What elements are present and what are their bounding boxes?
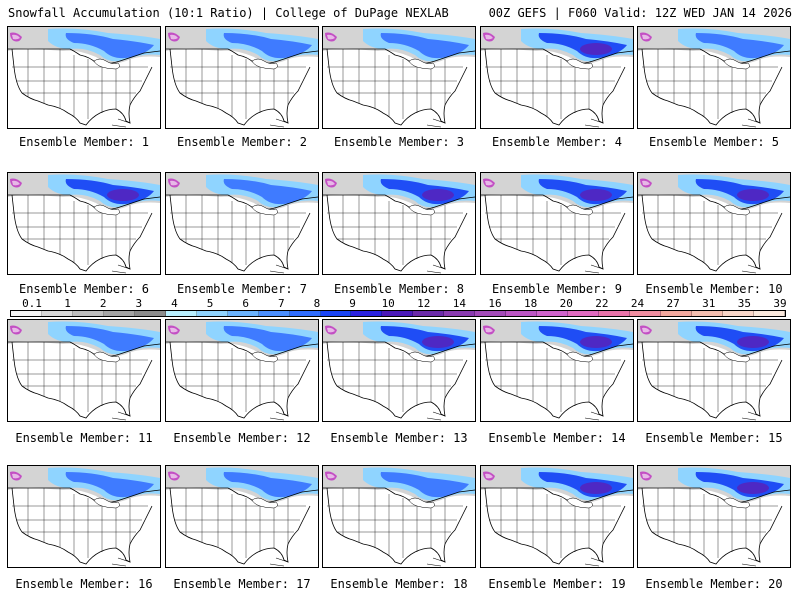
colorbar-swatch — [753, 311, 785, 316]
member-map-panel — [637, 465, 791, 568]
colorbar-swatch — [196, 311, 228, 316]
member-map-panel — [165, 319, 319, 422]
member-caption: Ensemble Member: 12 — [173, 431, 311, 445]
colorbar-swatch — [691, 311, 723, 316]
colorbar-tick-label: 2 — [99, 297, 107, 310]
colorbar-swatch — [72, 311, 104, 316]
member-caption: Ensemble Member: 15 — [645, 431, 783, 445]
colorbar-swatch — [382, 311, 414, 316]
member-caption: Ensemble Member: 4 — [491, 135, 623, 149]
member-map-panel — [480, 319, 634, 422]
colorbar-tick-label: 24 — [630, 297, 645, 310]
colorbar-tick-label: 22 — [595, 297, 609, 310]
colorbar-swatch — [103, 311, 135, 316]
colorbar-swatch — [413, 311, 445, 316]
colorbar-swatch — [568, 311, 600, 316]
colorbar-swatch — [537, 311, 569, 316]
member-map-panel — [322, 26, 476, 129]
colorbar-swatch — [630, 311, 662, 316]
colorbar-swatch — [506, 311, 538, 316]
member-caption: Ensemble Member: 11 — [15, 431, 153, 445]
member-caption: Ensemble Member: 16 — [15, 577, 153, 591]
member-map-panel — [322, 319, 476, 422]
member-caption: Ensemble Member: 8 — [333, 282, 465, 296]
colorbar-swatch — [661, 311, 692, 316]
member-map-panel — [637, 26, 791, 129]
colorbar-swatch — [11, 311, 42, 316]
colorbar-labels: 0.1 1 2 3 4 5 6 7 8 9 10 12 14 16 18 20 22 24 27 31 35 39 — [10, 297, 787, 310]
member-map-panel — [7, 26, 161, 129]
colorbar-tick-label: 39 — [773, 297, 787, 310]
colorbar-tick-label: 14 — [452, 297, 467, 310]
colorbar-tick-label: 16 — [488, 297, 502, 310]
member-map-panel — [480, 172, 634, 275]
member-map-panel — [165, 172, 319, 275]
run-info: 00Z GEFS | F060 Valid: 12Z WED JAN 14 20… — [488, 6, 792, 20]
colorbar-swatch — [258, 311, 290, 316]
colorbar-tick-label: 3 — [135, 297, 143, 310]
colorbar-tick-label: 7 — [278, 297, 285, 310]
member-caption: Ensemble Member: 3 — [333, 135, 465, 149]
member-caption: Ensemble Member: 17 — [173, 577, 311, 591]
member-caption: Ensemble Member: 2 — [176, 135, 308, 149]
member-map-panel — [165, 465, 319, 568]
member-map-panel — [7, 172, 161, 275]
colorbar-tick-label: 5 — [206, 297, 214, 310]
colorbar-swatch — [289, 311, 321, 316]
chart-title: Snowfall Accumulation (10:1 Ratio) | Col… — [8, 6, 449, 20]
member-map-panel — [480, 465, 634, 568]
colorbar-swatch — [722, 311, 754, 316]
colorbar-tick-label: 12 — [417, 297, 431, 310]
member-caption: Ensemble Member: 6 — [18, 282, 150, 296]
member-caption: Ensemble Member: 14 — [488, 431, 626, 445]
member-map-panel — [7, 319, 161, 422]
member-map-panel — [165, 26, 319, 129]
colorbar-swatch — [41, 311, 73, 316]
member-map-panel — [637, 172, 791, 275]
colorbar — [10, 310, 786, 317]
colorbar-tick-label: 9 — [349, 297, 356, 310]
member-map-panel — [480, 26, 634, 129]
colorbar-tick-label: 4 — [171, 297, 178, 310]
colorbar-tick-label: 0.1 — [22, 297, 42, 310]
colorbar-swatch — [134, 311, 166, 316]
colorbar-tick-label: 31 — [702, 297, 716, 310]
colorbar-swatch — [320, 311, 352, 316]
colorbar-tick-label: 20 — [559, 297, 573, 310]
colorbar-swatch — [599, 311, 631, 316]
member-caption: Ensemble Member: 5 — [648, 135, 780, 149]
colorbar-swatch — [351, 311, 383, 316]
colorbar-tick-label: 10 — [381, 297, 395, 310]
colorbar-tick-label: 27 — [666, 297, 680, 310]
member-map-panel — [7, 465, 161, 568]
member-caption: Ensemble Member: 9 — [491, 282, 623, 296]
colorbar-tick-label: 6 — [242, 297, 250, 310]
colorbar-swatch — [227, 311, 259, 316]
colorbar-tick-label: 18 — [524, 297, 538, 310]
member-caption: Ensemble Member: 13 — [330, 431, 468, 445]
member-caption: Ensemble Member: 7 — [176, 282, 308, 296]
colorbar-tick-label: 35 — [737, 297, 751, 310]
colorbar-swatch — [475, 311, 507, 316]
member-map-panel — [637, 319, 791, 422]
member-map-panel — [322, 172, 476, 275]
member-caption: Ensemble Member: 10 — [645, 282, 783, 296]
member-caption: Ensemble Member: 19 — [488, 577, 626, 591]
member-map-panel — [322, 465, 476, 568]
member-caption: Ensemble Member: 1 — [18, 135, 150, 149]
colorbar-swatch — [165, 311, 197, 316]
colorbar-swatch — [444, 311, 476, 316]
colorbar-tick-label: 1 — [64, 297, 71, 310]
colorbar-tick-label: 8 — [313, 297, 321, 310]
member-caption: Ensemble Member: 18 — [330, 577, 468, 591]
member-caption: Ensemble Member: 20 — [645, 577, 783, 591]
